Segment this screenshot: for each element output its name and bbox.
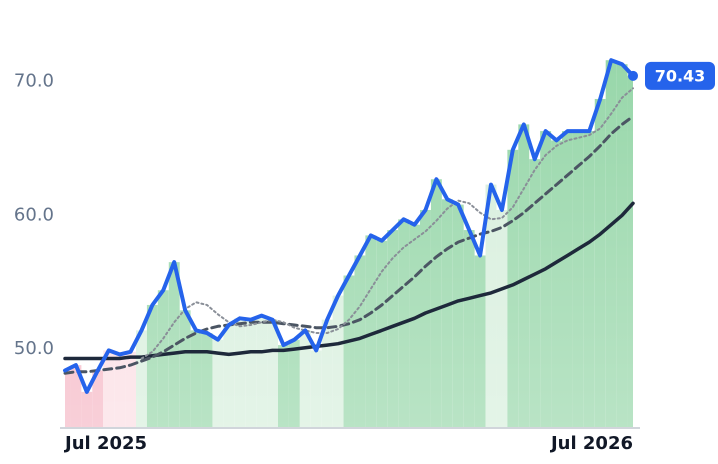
line-series xyxy=(63,58,635,394)
value-label: 70.43 xyxy=(655,66,706,85)
label-group: 50.0 60.0 70.0 Jul 2025 Jul 2026 70.43 xyxy=(14,61,715,454)
value-badge xyxy=(645,61,715,90)
last-point xyxy=(628,70,638,81)
x-tick-label: Jul 2025 xyxy=(63,433,147,454)
line-series xyxy=(140,87,634,360)
y-tick-label: 50.0 xyxy=(14,338,54,359)
area-fade xyxy=(65,0,633,428)
y-tick-label: 70.0 xyxy=(14,71,54,92)
line-group xyxy=(63,58,635,394)
x-tick-label: Jul 2026 xyxy=(549,433,633,454)
area-group xyxy=(65,0,633,429)
line-series xyxy=(63,114,635,375)
y-tick-label: 60.0 xyxy=(14,204,54,225)
